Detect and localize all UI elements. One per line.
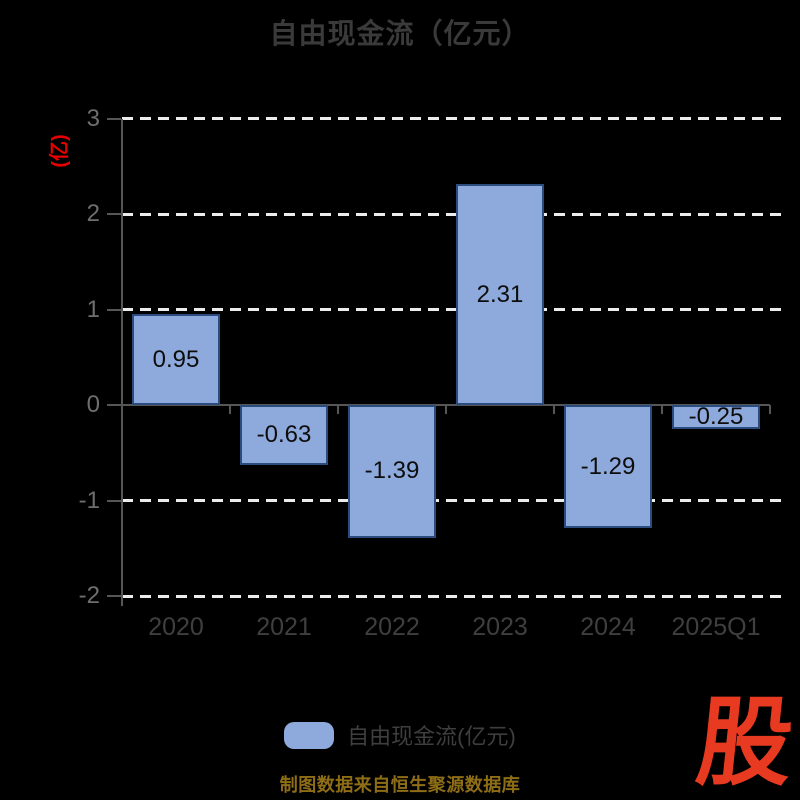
y-tick-label: 2 xyxy=(86,200,100,227)
bar-2021 xyxy=(240,405,328,466)
y-axis-unit-label: (亿) xyxy=(48,134,71,168)
y-tick-label: -2 xyxy=(78,582,100,609)
y-tick-label: 3 xyxy=(86,104,100,132)
x-axis-tick xyxy=(445,405,447,414)
legend-label: 自由现金流(亿元) xyxy=(347,724,516,749)
y-axis-tick xyxy=(107,213,121,215)
x-axis-tick xyxy=(661,405,663,414)
bar-value-label: -1.39 xyxy=(364,457,420,485)
bar-2023 xyxy=(456,184,544,405)
gridline-y-1 xyxy=(122,308,788,311)
x-tick-label: 2024 xyxy=(580,613,636,641)
x-axis-tick xyxy=(553,405,555,414)
chart-title: 自由现金流（亿元） xyxy=(269,18,531,49)
legend: 自由现金流(亿元) xyxy=(0,720,800,750)
x-tick-label: 2021 xyxy=(256,613,312,641)
gridline-y--2 xyxy=(122,594,788,598)
x-axis-tick xyxy=(769,405,771,414)
y-tick-label: 1 xyxy=(86,295,100,323)
bar-2025Q1 xyxy=(672,405,760,429)
bar-value-label: 0.95 xyxy=(152,345,200,373)
x-tick-label: 2022 xyxy=(364,613,420,641)
data-source-note: 制图数据来自恒生聚源数据库 xyxy=(279,775,521,795)
bar-value-label: 2.31 xyxy=(476,280,524,308)
bar-value-label: -0.63 xyxy=(256,421,312,449)
x-tick-label: 2020 xyxy=(148,613,204,641)
legend-swatch xyxy=(284,721,335,749)
bar-value-label: -0.25 xyxy=(688,402,744,430)
x-axis-tick xyxy=(337,405,339,414)
y-axis-line xyxy=(121,118,123,606)
bar-2022 xyxy=(348,405,436,538)
bar-value-label: -1.29 xyxy=(580,452,636,480)
bar-2020 xyxy=(132,314,220,405)
x-axis-tick xyxy=(229,405,231,414)
y-tick-label: 0 xyxy=(86,391,100,418)
gridline-y-3 xyxy=(122,117,788,120)
x-axis-tick xyxy=(121,405,123,414)
y-axis-tick xyxy=(107,499,121,502)
gridline-y--1 xyxy=(122,499,788,502)
y-axis-tick xyxy=(107,117,121,120)
y-axis-tick xyxy=(107,595,121,597)
y-tick-label: -1 xyxy=(78,486,100,514)
gridline-y-2 xyxy=(122,212,788,216)
x-tick-label: 2023 xyxy=(472,613,528,641)
y-axis-tick xyxy=(107,308,121,311)
y-axis-tick xyxy=(107,404,121,406)
x-tick-label: 2025Q1 xyxy=(671,613,761,641)
bar-2024 xyxy=(564,405,652,529)
